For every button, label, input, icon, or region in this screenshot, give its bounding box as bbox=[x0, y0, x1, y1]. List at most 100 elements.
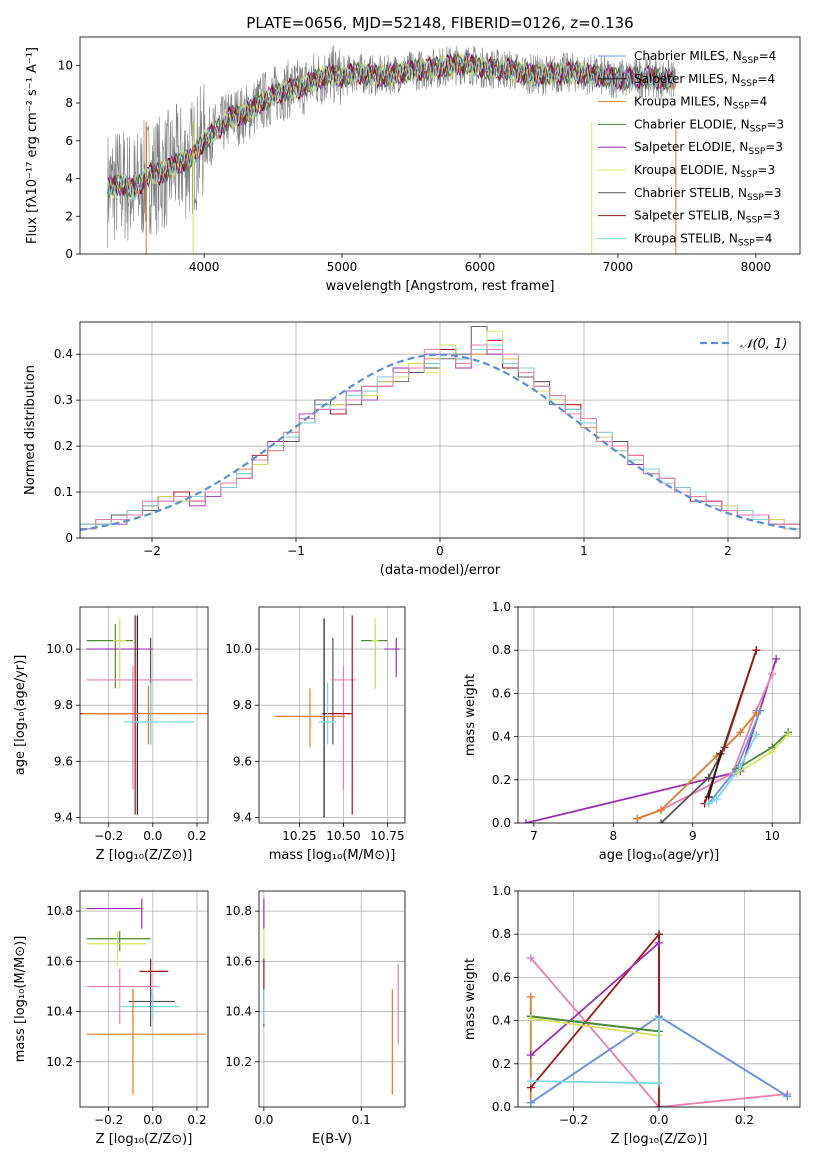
x-tick-label: 10.50 bbox=[326, 829, 360, 843]
y-tick-label: 10.0 bbox=[46, 642, 73, 656]
legend-subscript: SSP bbox=[741, 170, 758, 180]
weight-marker bbox=[526, 1014, 535, 1023]
figure-title: PLATE=0656, MJD=52148, FIBERID=0126, z=0… bbox=[246, 14, 633, 32]
weight-marker bbox=[752, 730, 761, 739]
x-axis-label: Z [log₁₀(Z/Z⊙)] bbox=[611, 1132, 708, 1147]
y-tick-label: 0.6 bbox=[492, 686, 511, 700]
axes-frame bbox=[258, 606, 406, 824]
weight-marker bbox=[704, 773, 713, 782]
weight-marker bbox=[716, 749, 725, 758]
x-tick-label: 0.2 bbox=[735, 1113, 754, 1127]
error-bar-point bbox=[274, 688, 346, 748]
spectrum-panel: 4000 5000 6000 7000 8000 0 2 4 6 8 10 wavelength [A… bbox=[25, 36, 801, 294]
legend-label: Kroupa ELODIE, NSSP=3 bbox=[634, 163, 775, 180]
x-tick-label: 10.75 bbox=[370, 829, 404, 843]
legend-text: Kroupa ELODIE, N bbox=[634, 163, 741, 177]
legend-label: Chabrier MILES, NSSP=4 bbox=[634, 49, 776, 66]
y-tick-label: 0.3 bbox=[54, 393, 73, 407]
age_vs_Z-panel: −0.2 0.0 0.2 9.4 9.6 9.8 10.0 Z [log₁₀(Z/Z⊙)] ag… bbox=[13, 606, 209, 863]
legend-text: =3 bbox=[764, 186, 782, 200]
x-tick-label: −0.2 bbox=[94, 829, 123, 843]
x-tick-label: 9 bbox=[689, 829, 697, 843]
mass_vs_ebv-panel: 0.0 0.1 10.2 10.4 10.6 10.8 E(B-V) bbox=[225, 890, 406, 1147]
y-tick-label: 10.4 bbox=[46, 1005, 73, 1019]
weight-marker bbox=[655, 930, 663, 939]
x-tick-label: 7000 bbox=[603, 260, 634, 274]
legend-subscript: SSP bbox=[733, 102, 750, 112]
x-axis-label: age [log₁₀(age/yr)] bbox=[599, 848, 720, 863]
y-tick-label: 1.0 bbox=[492, 600, 511, 614]
x-tick-label: 4000 bbox=[189, 260, 220, 274]
y-axis-label: mass [log₁₀(M/M⊙)] bbox=[13, 936, 28, 1063]
legend-text: Kroupa STELIB, N bbox=[634, 231, 738, 245]
weight_vs_Z-panel: −0.2 0.0 0.2 0.0 0.2 0.4 0.6 0.8 1.0 Z [log₁₀(Z/Z… bbox=[463, 884, 801, 1147]
x-tick-label: 0.0 bbox=[649, 1113, 668, 1127]
x-tick-label: −2 bbox=[143, 544, 161, 558]
weight-marker bbox=[752, 646, 761, 655]
y-tick-label: 1.0 bbox=[492, 884, 511, 898]
weight-marker bbox=[526, 1077, 535, 1086]
gaussian-curve bbox=[80, 353, 800, 531]
weight-marker bbox=[526, 953, 535, 962]
weight-marker bbox=[655, 1014, 663, 1023]
error-bar-point bbox=[124, 682, 195, 745]
y-tick-label: 9.6 bbox=[233, 754, 252, 768]
weight-marker bbox=[768, 747, 777, 756]
y-axis-label: age [log₁₀(age/yr)] bbox=[13, 655, 28, 776]
weight-marker bbox=[655, 938, 663, 947]
axes-frame bbox=[517, 606, 801, 824]
y-tick-label: 9.6 bbox=[54, 754, 73, 768]
y-axis-label: Normed distribution bbox=[23, 365, 38, 495]
y-tick-label: 9.4 bbox=[54, 810, 73, 824]
x-tick-label: 8000 bbox=[741, 260, 772, 274]
legend-text: Chabrier ELODIE, N bbox=[634, 117, 750, 131]
y-tick-label: 0.4 bbox=[54, 347, 73, 361]
y-tick-label: 0.4 bbox=[492, 730, 511, 744]
legend-text: =3 bbox=[757, 163, 775, 177]
legend-text: =4 bbox=[750, 95, 768, 109]
y-tick-label: 9.8 bbox=[54, 698, 73, 712]
y-tick-label: 0.2 bbox=[492, 1057, 511, 1071]
legend-subscript: SSP bbox=[742, 56, 759, 66]
y-tick-label: 0 bbox=[65, 531, 73, 545]
axes-frame bbox=[79, 606, 209, 824]
error-bar-point bbox=[318, 682, 337, 745]
legend-subscript: SSP bbox=[738, 238, 755, 248]
spectrum-model-line bbox=[107, 50, 674, 201]
x-tick-label: 10 bbox=[765, 829, 780, 843]
error-bar-point bbox=[86, 968, 158, 1025]
weight-marker bbox=[768, 669, 777, 678]
y-tick-label: 0.0 bbox=[492, 1100, 511, 1114]
legend-subscript: SSP bbox=[746, 216, 763, 226]
weight-marker bbox=[526, 1051, 535, 1060]
y-tick-label: 0.1 bbox=[54, 485, 73, 499]
error-bar-point bbox=[86, 623, 133, 689]
y-tick-label: 10 bbox=[58, 58, 73, 72]
weight-marker bbox=[756, 706, 765, 715]
x-axis-label: mass [log₁₀(M/M⊙)] bbox=[269, 848, 396, 863]
legend-text: Salpeter MILES, N bbox=[634, 72, 741, 86]
weight-line bbox=[530, 1018, 660, 1085]
weight-line bbox=[707, 753, 722, 798]
weight-marker bbox=[526, 1098, 535, 1107]
y-tick-label: 10.2 bbox=[225, 1055, 252, 1069]
legend-label: Salpeter STELIB, NSSP=3 bbox=[634, 209, 780, 226]
weight-marker bbox=[521, 819, 530, 823]
legend-text: =3 bbox=[763, 209, 781, 223]
weight-marker bbox=[655, 1079, 663, 1088]
y-tick-label: 0.0 bbox=[492, 816, 511, 830]
x-axis-label: (data-model)/error bbox=[380, 563, 501, 578]
axes-frame bbox=[79, 890, 209, 1108]
error-bar-point bbox=[86, 988, 206, 1095]
error-bar-point bbox=[139, 958, 169, 997]
error-bar-point bbox=[361, 623, 388, 689]
y-tick-label: 0 bbox=[65, 247, 73, 261]
error-bar-point bbox=[371, 618, 379, 689]
y-tick-label: 0.8 bbox=[492, 643, 511, 657]
x-tick-label: 0.0 bbox=[143, 829, 162, 843]
y-tick-label: 10.4 bbox=[225, 1005, 252, 1019]
weight-marker bbox=[656, 819, 665, 823]
error-bar-point bbox=[128, 988, 175, 1027]
age_vs_mass-panel: 10.25 10.50 10.75 9.4 9.6 9.8 10.0 mass [log₁₀(… bbox=[225, 606, 406, 863]
legend-text: =3 bbox=[765, 140, 783, 154]
